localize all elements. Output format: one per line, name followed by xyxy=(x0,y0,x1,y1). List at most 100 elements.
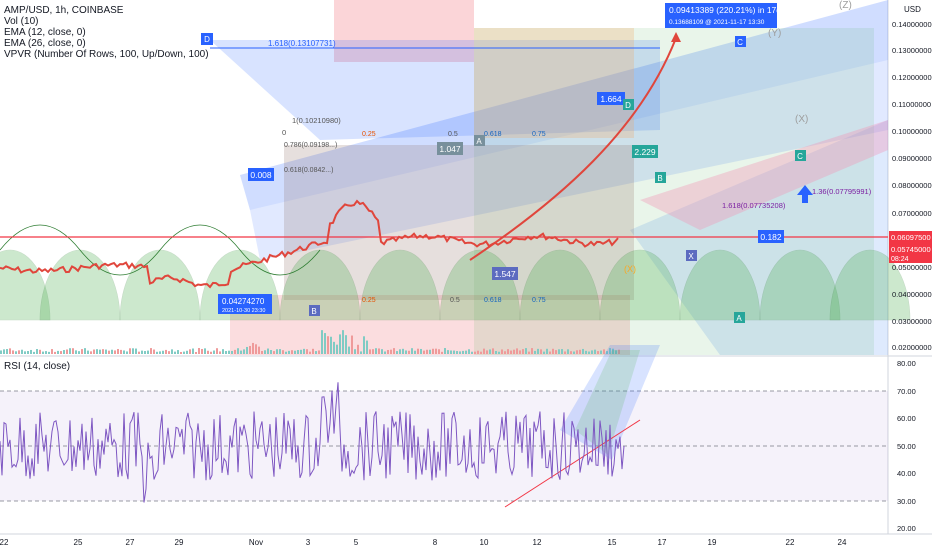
low-callout[interactable]: 0.04274270 2021-10-30 23:30 xyxy=(218,294,272,314)
rsi-tick-label: 30.00 xyxy=(897,497,916,506)
volume-bar xyxy=(75,350,77,354)
ratio-badge-0008[interactable]: 0.008 xyxy=(248,168,274,181)
price-series-line xyxy=(0,199,619,289)
last-price-tag: 0.06097500 xyxy=(889,231,932,243)
currency-label: USD xyxy=(904,5,921,14)
volume-bar xyxy=(453,350,455,354)
volume-bar xyxy=(48,351,50,354)
volume-bar xyxy=(393,348,395,354)
ratio-badge-0182[interactable]: 0.182 xyxy=(758,230,784,243)
cycle-arc xyxy=(279,249,361,321)
volume-bar xyxy=(177,350,179,354)
volume-bar xyxy=(516,348,518,354)
rsi-axis[interactable]: 80.00 70.00 60.00 50.00 40.00 30.00 20.00 xyxy=(897,359,916,533)
volume-bar xyxy=(36,349,38,354)
volume-bar xyxy=(186,350,188,354)
rsi-legend[interactable]: RSI (14, close) xyxy=(4,361,71,372)
fib-0786-label: 0.786(0.09198...) xyxy=(284,142,337,149)
volume-bar xyxy=(228,350,230,354)
time-axis[interactable]: 22 25 27 29 Nov 3 5 8 10 12 15 17 19 22 24 xyxy=(0,538,847,547)
rsi-tick-label: 70.00 xyxy=(897,387,916,396)
brown-fib-box xyxy=(284,145,634,300)
volume-bar xyxy=(357,344,359,354)
volume-bar xyxy=(261,350,263,354)
volume-bar xyxy=(429,349,431,354)
volume-bar xyxy=(552,348,554,354)
volume-bar xyxy=(45,351,47,354)
fib-025-bottom: 0.25 xyxy=(362,297,376,304)
cycle-wave xyxy=(0,224,321,276)
volume-bar xyxy=(264,350,266,354)
ratio-0182-text: 0.182 xyxy=(760,232,782,242)
volume-bar xyxy=(24,351,26,354)
volume-bar xyxy=(603,349,605,354)
volume-bar xyxy=(354,349,356,354)
volume-bar xyxy=(198,348,200,354)
volume-bar xyxy=(318,350,320,354)
volume-bar xyxy=(594,349,596,354)
volume-bar xyxy=(564,351,566,354)
ratio-1047-text: 1.047 xyxy=(439,144,461,154)
time-tick-label: 10 xyxy=(480,538,489,547)
volume-bar xyxy=(609,348,611,354)
ratio-badge-1664[interactable]: 1.664 xyxy=(597,92,625,105)
indicator-ema26[interactable]: EMA (26, close, 0) xyxy=(4,38,86,49)
wave-marker-B-blue[interactable]: B xyxy=(309,305,320,316)
time-tick-label: 19 xyxy=(708,538,717,547)
price-tick-label: 0.05000000 xyxy=(892,263,932,272)
wave-C-right-text: C xyxy=(797,152,803,161)
volume-bar xyxy=(27,350,29,354)
symbol-line[interactable]: AMP/USD, 1h, COINBASE xyxy=(4,5,124,16)
volume-bar xyxy=(498,351,500,354)
time-tick-label: 8 xyxy=(433,538,438,547)
wave-marker-C-top[interactable]: C xyxy=(735,36,746,47)
volume-bar xyxy=(192,348,194,354)
time-tick-label: 22 xyxy=(0,538,9,547)
last-price-text: 0.06097500 xyxy=(891,233,931,242)
ratio-badge-1547[interactable]: 1.547 xyxy=(492,267,518,280)
wave-marker-D-green[interactable]: D xyxy=(623,99,634,110)
volume-bar xyxy=(156,351,158,354)
indicator-vpvr[interactable]: VPVR (Number Of Rows, 100, Up/Down, 100) xyxy=(4,49,209,60)
wave-marker-A-blue[interactable]: A xyxy=(474,135,485,146)
volume-bar xyxy=(333,341,335,354)
wave-marker-B-green[interactable]: B xyxy=(655,172,666,183)
ratio-badge-1047[interactable]: 1.047 xyxy=(437,142,463,155)
wave-marker-X[interactable]: X xyxy=(686,250,697,261)
blue-up-arrow xyxy=(797,185,813,203)
volume-bar xyxy=(63,350,65,354)
volume-bar xyxy=(117,349,119,354)
wave-B-blue-text: B xyxy=(311,307,316,316)
fib-1618b-label: 1.618(0.07735208) xyxy=(722,201,786,210)
orange-fib-box xyxy=(474,28,634,138)
fib-0618-label: 0.618(0.0842...) xyxy=(284,167,333,174)
volume-bar xyxy=(351,335,353,354)
rsi-series-line xyxy=(0,382,625,503)
ratio-badge-2229[interactable]: 2.229 xyxy=(632,145,658,158)
volume-bar xyxy=(105,349,107,354)
volume-bar xyxy=(579,349,581,354)
volume-bar xyxy=(312,348,314,354)
volume-bar xyxy=(342,330,344,354)
volume-bar xyxy=(165,349,167,354)
cycle-arc xyxy=(599,249,681,321)
fib-05-bottom: 0.5 xyxy=(450,297,460,304)
volume-bar xyxy=(459,351,461,354)
wave-marker-A-green[interactable]: A xyxy=(734,312,745,323)
price-axis[interactable]: 0.14000000 0.13000000 0.12000000 0.11000000… xyxy=(892,20,932,352)
target-callout[interactable]: 0.09413389 (220.21%) in 17d 14h 0.136881… xyxy=(665,3,798,28)
volume-bar xyxy=(375,348,377,354)
indicator-ema12[interactable]: EMA (12, close, 0) xyxy=(4,27,86,38)
volume-bar xyxy=(174,351,176,354)
indicator-vol[interactable]: Vol (10) xyxy=(4,16,39,27)
volume-bar xyxy=(444,348,446,354)
wave-marker-D-left[interactable]: D xyxy=(201,33,213,45)
volume-bar xyxy=(492,348,494,354)
volume-bar xyxy=(42,351,44,354)
volume-bar xyxy=(12,350,14,354)
wave-marker-C-right[interactable]: C xyxy=(795,150,806,161)
volume-bar xyxy=(294,350,296,354)
target-callout-main: 0.09413389 (220.21%) in 17d 14h xyxy=(669,5,798,15)
volume-bar xyxy=(576,350,578,354)
